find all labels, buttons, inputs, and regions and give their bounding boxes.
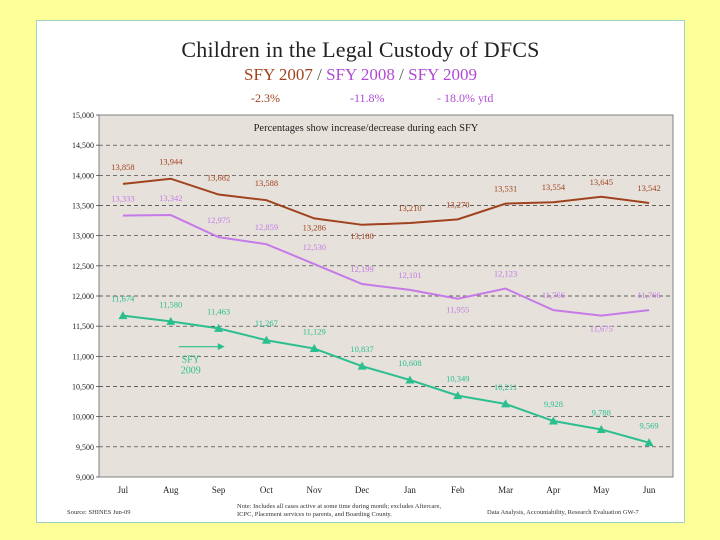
x-tick-label: Feb	[451, 485, 465, 495]
data-label: 12,199	[350, 264, 373, 274]
pct-change-sfy2008: -11.8%	[350, 91, 385, 105]
series-line-sfy-2009	[122, 314, 650, 444]
data-point-marker	[166, 316, 176, 325]
data-point-marker	[501, 399, 511, 408]
data-label: 13,286	[303, 222, 326, 232]
data-point-marker	[309, 344, 319, 353]
chart-title: Children in the Legal Custody of DFCS	[181, 37, 540, 62]
data-label: 13,682	[207, 173, 230, 183]
data-label: 11,955	[446, 305, 469, 315]
series-line-sfy-2007	[122, 177, 650, 226]
data-label: 11,766	[542, 290, 565, 300]
data-point-marker	[453, 391, 463, 400]
y-tick-label: 11,000	[72, 352, 94, 361]
data-label: 13,858	[111, 162, 134, 172]
x-tick-label: Mar	[498, 485, 513, 495]
subtitle-sfy2007: SFY 2007	[244, 65, 313, 84]
x-tick-label: Jun	[643, 485, 656, 495]
data-point-marker	[118, 311, 128, 320]
x-tick-label: Oct	[260, 485, 273, 495]
data-point-marker	[405, 375, 415, 384]
y-tick-label: 9,500	[76, 443, 94, 452]
data-label: 13,944	[159, 157, 183, 167]
data-label: 13,180	[350, 231, 373, 241]
data-label: 10,211	[494, 382, 517, 392]
data-label: 11,675	[590, 324, 613, 334]
y-tick-label: 11,500	[72, 322, 94, 331]
data-label: 10,349	[446, 374, 469, 384]
data-label: 13,588	[255, 178, 278, 188]
data-point-marker	[214, 323, 224, 332]
pct-change-sfy2007: -2.3%	[251, 91, 280, 105]
data-label: 12,859	[255, 222, 278, 232]
footer-note-line1: Note: Includes all cases active at some …	[237, 503, 441, 510]
chart-subtitle: SFY 2007 / SFY 2008 / SFY 2009	[37, 65, 684, 85]
data-label: 12,530	[303, 242, 326, 252]
x-tick-label: Aug	[163, 485, 179, 495]
data-point-marker	[261, 335, 271, 344]
data-label: 10,608	[398, 358, 421, 368]
data-label: 9,569	[640, 421, 659, 431]
arrow-label-sfy: SFY	[182, 355, 200, 366]
data-label: 11,463	[207, 306, 230, 316]
data-point-marker	[644, 438, 654, 447]
x-tick-label: Nov	[307, 485, 323, 495]
x-tick-label: Jul	[118, 485, 129, 495]
chart-annotation: Percentages show increase/decrease durin…	[254, 123, 479, 134]
data-label: 13,554	[542, 182, 566, 192]
slide: Children in the Legal Custody of DFCS SF…	[36, 20, 685, 523]
data-label: 13,542	[637, 183, 660, 193]
data-label: 11,129	[303, 327, 326, 337]
footer-note-line2: ICPC, Placement services to parents, and…	[237, 511, 392, 518]
data-label: 11,674	[111, 294, 135, 304]
line-chart: 9,000 9,500 10,000 10,500 11,000 11,500 12,000…	[72, 111, 674, 495]
subtitle-separator: /	[394, 65, 409, 84]
subtitle-sfy2009: SFY 2009	[408, 65, 477, 84]
x-tick-label: Jan	[404, 485, 416, 495]
y-tick-label: 10,000	[72, 413, 94, 422]
data-point-marker	[548, 416, 558, 425]
y-tick-label: 9,000	[76, 473, 94, 482]
data-label: 11,267	[255, 318, 278, 328]
x-tick-label: Apr	[546, 485, 560, 495]
footer-source: Source: SHINES Jun-09	[67, 509, 131, 516]
data-label: 10,837	[350, 344, 373, 354]
x-tick-label: Sep	[212, 485, 226, 495]
data-label: 13,531	[494, 184, 517, 194]
data-label: 9,928	[544, 399, 563, 409]
y-tick-label: 12,000	[72, 292, 94, 301]
footer-credit: Data Analysis, Accountability, Research …	[487, 509, 639, 516]
arrow-head	[217, 343, 225, 351]
data-label: 9,788	[592, 407, 611, 417]
data-label: 13,645	[590, 177, 613, 187]
data-label: 13,333	[111, 194, 134, 204]
data-label: 13,342	[159, 193, 182, 203]
y-tick-label: 10,500	[72, 383, 94, 392]
data-label: 12,101	[398, 270, 421, 280]
data-point-marker	[596, 424, 606, 433]
arrow-label-year: 2009	[181, 366, 201, 377]
y-tick-label: 13,000	[72, 232, 94, 241]
x-tick-label: Dec	[355, 485, 370, 495]
data-label: 11,580	[159, 299, 182, 309]
data-point-marker	[357, 361, 367, 370]
data-label: 11,766	[638, 290, 661, 300]
pct-change-sfy2009: - 18.0% ytd	[437, 91, 494, 105]
x-tick-label: May	[593, 485, 610, 495]
y-tick-label: 12,500	[72, 262, 94, 271]
series-line-sfy-2008	[122, 214, 650, 317]
y-tick-label: 14,500	[72, 141, 94, 150]
subtitle-sfy2008: SFY 2008	[326, 65, 395, 84]
y-tick-label: 14,000	[72, 171, 94, 180]
data-label: 13,270	[446, 199, 469, 209]
y-tick-label: 13,500	[72, 202, 94, 211]
subtitle-separator: /	[312, 65, 327, 84]
data-label: 12,975	[207, 215, 230, 225]
data-label: 13,210	[398, 203, 421, 213]
y-tick-label: 15,000	[72, 111, 94, 120]
data-label: 12,123	[494, 269, 517, 279]
